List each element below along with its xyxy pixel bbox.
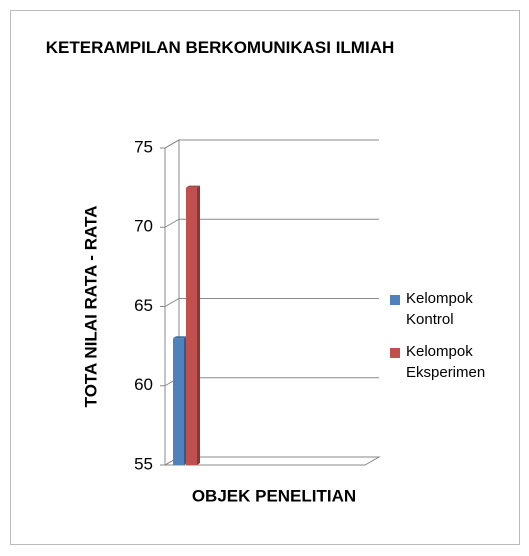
chart-border [10, 10, 520, 545]
x-axis-label: OBJEK PENELITIAN [192, 486, 356, 505]
y-tick-label: 60 [134, 375, 153, 394]
legend-swatch [390, 348, 400, 358]
y-tick-label: 75 [134, 137, 153, 156]
legend-swatch [390, 295, 400, 305]
bar-side [197, 185, 200, 465]
y-axis-label: TOTA NILAI RATA - RATA [81, 206, 100, 408]
y-tick-label: 65 [134, 296, 153, 315]
chart-title: KETERAMPILAN BERKOMUNIKASI ILMIAH [45, 38, 395, 57]
legend-label: Kelompok Eksperimen [406, 343, 486, 381]
grid-line [164, 298, 379, 307]
y-tick-label: 70 [134, 217, 153, 236]
bar [173, 336, 187, 465]
bar-front [186, 187, 197, 465]
grid-line [164, 139, 379, 149]
legend-label: Kelompok Kontrol [406, 290, 473, 328]
bar-front [173, 338, 184, 465]
bar [186, 185, 200, 465]
y-tick-label: 55 [134, 454, 153, 473]
bar-top [186, 185, 200, 188]
grid-line [164, 218, 379, 228]
bar-top [173, 336, 187, 339]
